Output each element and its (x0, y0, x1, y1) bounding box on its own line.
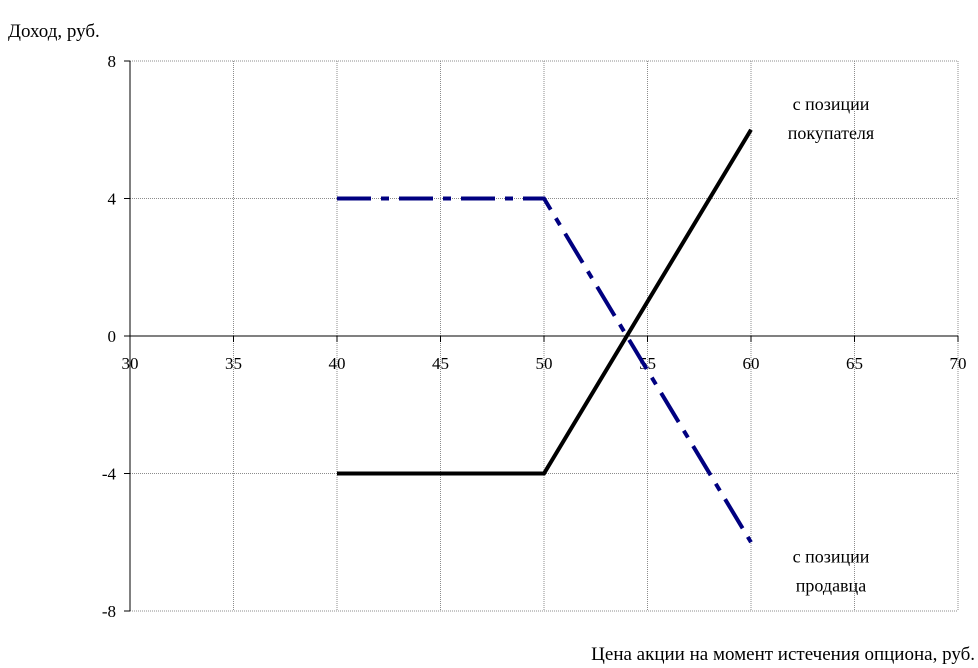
series-annotation-buyer: с позиции (793, 94, 870, 114)
x-tick-label: 65 (846, 354, 863, 373)
series (337, 128, 753, 544)
y-tick-label: 0 (108, 327, 117, 346)
axes: 840-4-830 35 40 45 50 55 60 65 70 (102, 52, 967, 621)
y-tick-label: -4 (102, 465, 117, 484)
x-tick-label: 70 (950, 354, 967, 373)
series-annotation-seller: продавца (796, 575, 866, 595)
x-tick-label: 35 (225, 354, 242, 373)
x-tick-label: 40 (329, 354, 346, 373)
y-tick-label: -8 (102, 602, 116, 621)
series-line-seller (337, 196, 753, 544)
y-tick-label: 8 (108, 52, 117, 71)
series-annotation-buyer: покупателя (788, 123, 874, 143)
x-tick-label: 60 (743, 354, 760, 373)
x-tick-label: 55 (639, 354, 656, 373)
x-axis-title: Цена акции на момент истечения опциона, … (591, 644, 975, 665)
y-axis-title: Доход, руб. (8, 21, 100, 42)
series-annotation-seller: с позиции (793, 546, 870, 566)
series-line-buyer (337, 128, 753, 476)
labels: с позиции покупателя с позиции продавца (788, 94, 874, 596)
x-tick-label: 45 (432, 354, 449, 373)
y-tick-label: 4 (108, 190, 117, 209)
x-tick-label: 50 (536, 354, 553, 373)
x-tick-label: 30 (122, 354, 139, 373)
